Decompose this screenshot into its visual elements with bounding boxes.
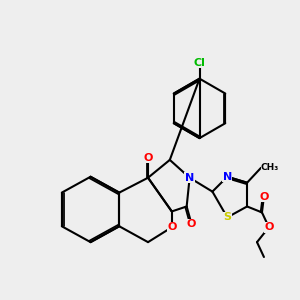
Text: O: O xyxy=(187,219,196,229)
Text: O: O xyxy=(143,153,153,163)
Text: S: S xyxy=(223,212,231,222)
Text: O: O xyxy=(167,222,176,232)
Text: CH₃: CH₃ xyxy=(261,163,279,172)
Text: N: N xyxy=(223,172,232,182)
Text: N: N xyxy=(185,173,194,183)
Text: Cl: Cl xyxy=(194,58,206,68)
Text: O: O xyxy=(264,222,274,232)
Text: O: O xyxy=(259,192,268,202)
